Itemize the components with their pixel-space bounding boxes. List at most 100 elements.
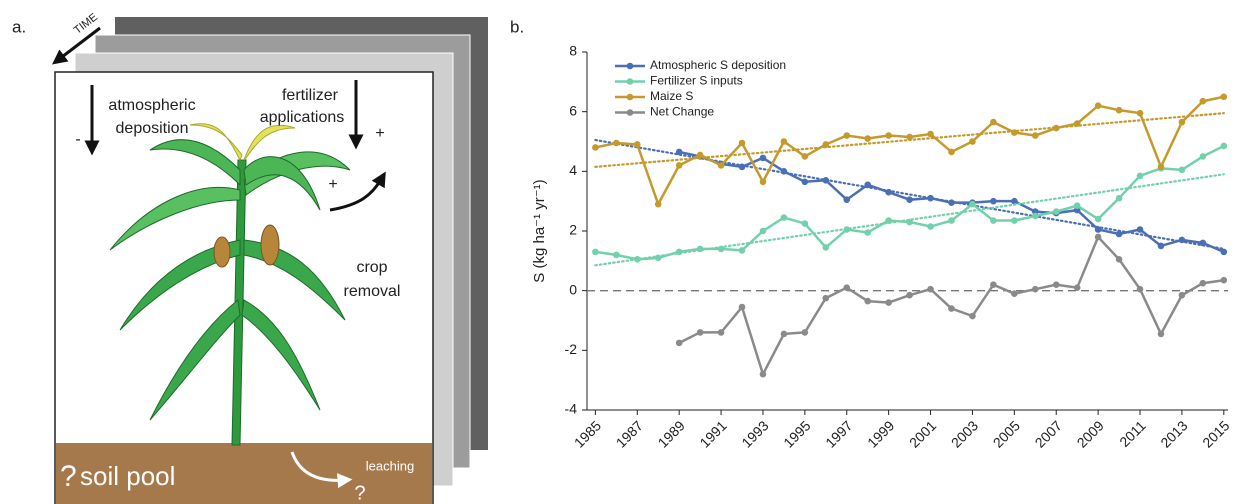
data-point — [948, 305, 955, 312]
data-point — [864, 229, 871, 236]
data-point — [1053, 281, 1060, 288]
data-point — [1179, 292, 1186, 299]
data-point — [1095, 226, 1102, 233]
data-point — [1137, 110, 1144, 117]
data-point — [969, 313, 976, 320]
data-point — [781, 138, 788, 145]
data-point — [1095, 102, 1102, 109]
label: removal — [344, 283, 401, 300]
x-tick-label: 2013 — [1157, 417, 1190, 450]
data-point — [1116, 195, 1123, 202]
sign: + — [375, 125, 384, 142]
data-point — [1011, 129, 1018, 136]
data-point — [1158, 331, 1165, 338]
data-point — [906, 292, 913, 299]
x-tick-label: 2005 — [990, 417, 1023, 450]
data-point — [781, 168, 788, 175]
data-point — [906, 219, 913, 226]
data-point — [781, 214, 788, 221]
data-point — [969, 201, 976, 208]
data-point — [969, 138, 976, 145]
legend-label: Net Change — [650, 105, 714, 119]
data-point — [676, 162, 683, 169]
data-point — [592, 144, 599, 151]
data-point — [1179, 237, 1186, 244]
data-point — [739, 140, 746, 147]
x-tick-label: 1989 — [655, 417, 688, 450]
label: applications — [260, 109, 345, 126]
y-tick-label: 4 — [569, 162, 577, 178]
data-point — [927, 286, 934, 293]
x-tick-label: 1995 — [780, 417, 813, 450]
data-point — [843, 132, 850, 139]
data-point — [885, 189, 892, 196]
data-point — [1200, 98, 1207, 105]
data-point — [885, 299, 892, 306]
data-point — [718, 246, 725, 253]
y-tick-label: -4 — [565, 401, 578, 417]
data-point — [697, 152, 704, 159]
x-tick-label: 2015 — [1199, 417, 1232, 450]
x-tick-label: 2009 — [1074, 417, 1107, 450]
data-point — [927, 131, 934, 138]
data-point — [1179, 167, 1186, 174]
legend-label: Maize S — [650, 89, 693, 103]
data-point — [823, 295, 830, 302]
data-point — [697, 246, 704, 253]
panel-label: b. — [510, 17, 524, 36]
sign: - — [75, 131, 80, 148]
data-point — [676, 340, 683, 347]
leaching-question: ? — [354, 482, 365, 504]
data-point — [1053, 208, 1060, 215]
panel-a: a. TIME - atmospheric deposition fertil — [12, 11, 488, 504]
x-tick-label: 2003 — [948, 417, 981, 450]
data-point — [739, 304, 746, 311]
data-point — [1116, 107, 1123, 114]
data-point — [990, 281, 997, 288]
y-tick-label: 2 — [569, 222, 577, 238]
x-tick-label: 1985 — [571, 417, 604, 450]
data-point — [843, 284, 850, 291]
data-point — [1053, 125, 1060, 132]
data-point — [676, 149, 683, 156]
data-point — [760, 155, 767, 162]
data-point — [990, 217, 997, 224]
data-point — [1137, 173, 1144, 180]
x-tick-label: 1997 — [822, 417, 855, 450]
data-point — [864, 135, 871, 142]
data-point — [655, 201, 662, 208]
data-point — [739, 247, 746, 254]
y-tick-label: 6 — [569, 102, 577, 118]
soil-label: soil pool — [80, 461, 175, 491]
data-point — [634, 256, 641, 263]
legend-marker — [627, 94, 634, 101]
data-point — [1200, 240, 1207, 247]
data-point — [885, 217, 892, 224]
data-point — [1095, 216, 1102, 223]
data-point — [1137, 226, 1144, 233]
data-point — [592, 249, 599, 256]
data-point — [948, 199, 955, 206]
data-point — [1158, 243, 1165, 250]
label: atmospheric — [108, 97, 195, 114]
data-point — [823, 177, 830, 184]
data-point — [990, 198, 997, 205]
data-point — [718, 162, 725, 169]
data-point — [1074, 120, 1081, 127]
figure: a. TIME - atmospheric deposition fertil — [0, 0, 1235, 504]
y-tick-label: 8 — [569, 43, 577, 59]
y-tick-label: -2 — [565, 341, 578, 357]
x-tick-label: 1991 — [696, 417, 729, 450]
data-point — [1074, 202, 1081, 209]
data-point — [906, 134, 913, 141]
data-point — [1116, 231, 1123, 238]
data-point — [802, 178, 809, 185]
data-point — [1011, 217, 1018, 224]
data-point — [1200, 280, 1207, 287]
data-point — [1221, 277, 1228, 284]
data-point — [802, 220, 809, 227]
soil-question: ? — [60, 460, 77, 493]
data-point — [948, 149, 955, 156]
data-point — [697, 329, 704, 336]
